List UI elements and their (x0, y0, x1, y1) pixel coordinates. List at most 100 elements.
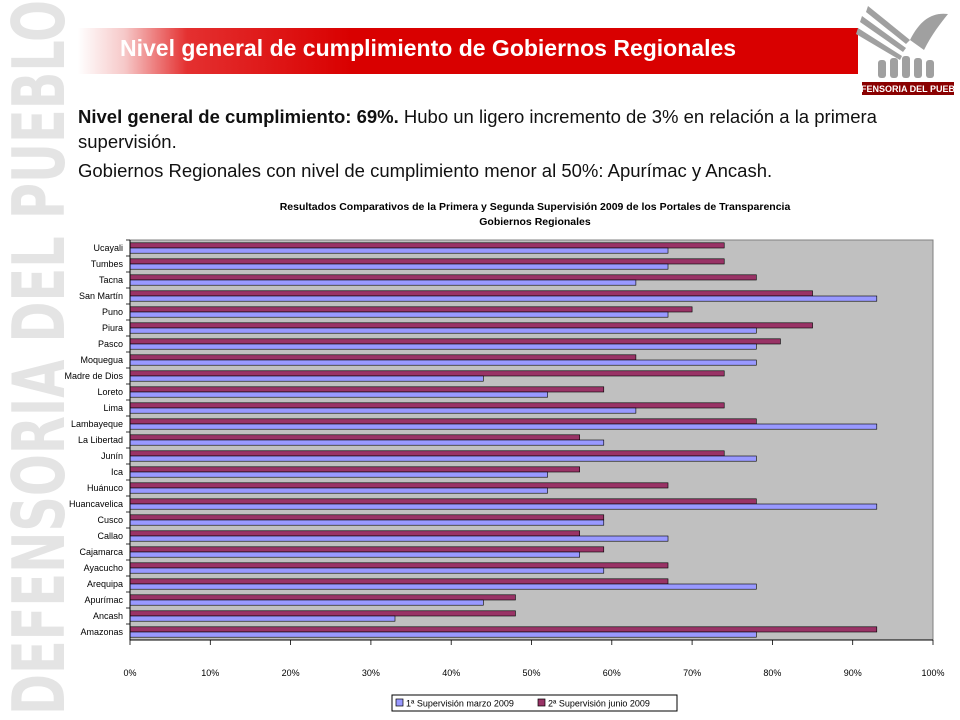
x-tick-label: 10% (201, 668, 219, 678)
intro-line-2: Gobiernos Regionales con nivel de cumpli… (78, 160, 773, 181)
bar-series-1 (129, 263, 669, 270)
x-tick-label: 30% (362, 668, 380, 678)
bar-series-2 (129, 450, 725, 457)
category-label: Moquegua (80, 355, 123, 365)
bar-series-1 (129, 535, 669, 542)
x-tick-label: 0% (123, 668, 136, 678)
bar-series-2 (129, 402, 725, 409)
category-label: Piura (102, 323, 123, 333)
bar-series-2 (129, 514, 605, 521)
bar-series-1 (129, 359, 757, 366)
bar-series-2 (129, 338, 781, 345)
x-tick-label: 70% (683, 668, 701, 678)
bar-series-2 (129, 290, 813, 297)
bar-series-1 (129, 423, 878, 430)
bar-series-1 (129, 487, 548, 494)
category-label: Ancash (93, 611, 123, 621)
bar-series-2 (129, 306, 693, 313)
bar-series-1 (129, 327, 757, 334)
title-banner (78, 28, 858, 74)
bar-marks (129, 242, 878, 638)
intro-text: Nivel general de cumplimiento: 69%. Hubo… (78, 104, 948, 183)
bar-series-2 (129, 466, 580, 473)
bar-series-1 (129, 583, 757, 590)
category-labels: Ucayali Tumbes Tacna San Martín Puno Piura Pas… (64, 239, 130, 637)
category-label: Cusco (97, 515, 123, 525)
category-label: Huánuco (87, 483, 123, 493)
bar-series-1 (129, 311, 669, 318)
bar-series-1 (129, 247, 669, 254)
legend-box (391, 694, 678, 712)
bar-series-1 (129, 439, 605, 446)
bar-series-2 (129, 418, 757, 425)
bar-series-1 (129, 279, 637, 286)
vertical-watermark: DEFENSORIA DEL PUEBLO (8, 0, 78, 715)
x-axis-ticks: 0% 10% 20% 30% 40% 50% 60% 70% 80% 90% 100% (123, 240, 945, 678)
bar-series-2 (129, 530, 580, 537)
category-label: Pasco (98, 339, 123, 349)
category-label: Tumbes (91, 259, 124, 269)
category-label: Lima (103, 403, 123, 413)
category-label: Cajamarca (79, 547, 123, 557)
bar-series-1 (129, 631, 757, 638)
x-tick-label: 20% (282, 668, 300, 678)
category-label: San Martín (79, 291, 123, 301)
bar-series-1 (129, 519, 605, 526)
bar-series-1 (129, 615, 396, 622)
bar-series-2 (129, 274, 757, 281)
bar-series-1 (129, 567, 605, 574)
bar-series-1 (129, 407, 637, 414)
bar-series-1 (129, 599, 484, 606)
bar-series-2 (129, 354, 637, 361)
category-label: Madre de Dios (64, 371, 123, 381)
page-title: Nivel general de cumplimiento de Gobiern… (120, 35, 737, 61)
bar-series-2 (129, 610, 516, 617)
x-tick-label: 50% (522, 668, 540, 678)
eagle-wing-icon (856, 6, 948, 60)
bar-series-1 (129, 455, 757, 462)
people-silhouettes-icon (878, 56, 934, 78)
bar-series-1 (129, 551, 580, 558)
category-label: Ica (111, 467, 123, 477)
x-tick-label: 80% (763, 668, 781, 678)
chart-title-line-1: Resultados Comparativos de la Primera y … (280, 201, 791, 213)
bar-series-2 (129, 242, 725, 249)
bar-series-2 (129, 498, 757, 505)
category-label: La Libertad (78, 435, 123, 445)
category-label: Loreto (97, 387, 123, 397)
compliance-detail: Hubo un ligero incremento de 3% en relac… (78, 106, 877, 152)
legend-label-series-2: 2ª Supervisión junio 2009 (548, 699, 650, 709)
logo-label-background (862, 82, 954, 95)
bar-series-1 (129, 343, 757, 350)
bar-series-2 (129, 546, 605, 553)
x-tick-label: 90% (844, 668, 862, 678)
bar-series-1 (129, 295, 878, 302)
category-label: Amazonas (80, 627, 123, 637)
x-tick-label: 60% (603, 668, 621, 678)
category-label: Lambayeque (71, 419, 123, 429)
chart-legend: 1ª Supervisión marzo 2009 2ª Supervisión… (391, 694, 678, 712)
category-label: Tacna (99, 275, 123, 285)
category-label: Huancavelica (69, 499, 123, 509)
category-label: Callao (97, 531, 123, 541)
category-label: Junín (101, 451, 123, 461)
bar-series-1 (129, 471, 548, 478)
legend-swatch-series-1 (395, 698, 404, 707)
bar-series-2 (129, 562, 669, 569)
bar-series-2 (129, 322, 813, 329)
category-label: Ayacucho (84, 563, 123, 573)
intro-line-1: Nivel general de cumplimiento: 69%. Hubo… (78, 104, 948, 154)
category-label: Apurímac (84, 595, 123, 605)
legend-swatch-series-2 (537, 698, 546, 707)
compliance-summary: Nivel general de cumplimiento: 69%. (78, 106, 399, 127)
bar-series-2 (129, 434, 580, 441)
chart-title-line-2: Gobiernos Regionales (479, 216, 591, 228)
bar-series-2 (129, 258, 725, 265)
bar-series-1 (129, 391, 548, 398)
category-label: Ucayali (93, 243, 123, 253)
bar-series-2 (129, 370, 725, 377)
legend-label-series-1: 1ª Supervisión marzo 2009 (406, 699, 514, 709)
x-tick-label: 40% (442, 668, 460, 678)
defensoria-logo: DEFENSORIA DEL PUEBLO (848, 6, 960, 95)
bar-series-1 (129, 375, 484, 382)
